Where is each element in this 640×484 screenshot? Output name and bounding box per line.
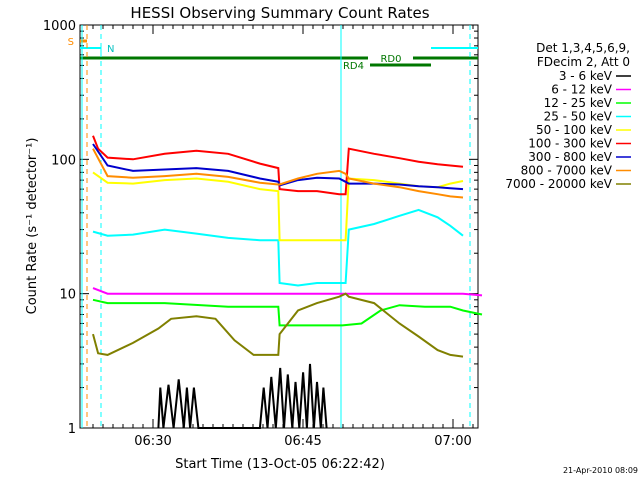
chart-ylabel: Count Rate (s⁻¹ detector⁻¹) — [25, 138, 40, 315]
legend-entry-2: 6 - 12 keV — [551, 83, 613, 97]
series-line-7 — [92, 143, 464, 191]
series-line-8 — [92, 148, 464, 199]
legend-header-line-1: Det 1,3,4,5,6,9, — [536, 41, 630, 55]
legend-entry-3: 12 - 25 keV — [544, 96, 613, 110]
rd0-label: RD0 — [380, 54, 401, 65]
attenuator-label: S — [68, 37, 74, 48]
legend-entry-5: 50 - 100 keV — [536, 123, 613, 137]
chart-title: HESSI Observing Summary Count Rates — [130, 4, 429, 22]
series-line-6 — [92, 135, 464, 196]
legend-entry-6: 100 - 300 keV — [528, 137, 612, 151]
y-tick-label: 100 — [51, 153, 76, 168]
legend-entry-4: 25 - 50 keV — [544, 110, 613, 124]
series-line-3 — [92, 298, 483, 327]
y-tick-label: 1 — [68, 422, 76, 437]
rd0-label-bg — [368, 51, 413, 64]
y-tick-label: 1000 — [43, 19, 76, 34]
legend-entry-9: 7000 - 20000 keV — [505, 177, 612, 191]
y-tick-label: 10 — [59, 288, 76, 303]
x-tick-label: 06:30 — [134, 434, 171, 449]
plot-layer: 1 10 100 1000 06:30 06:45 07:00 S N RD0 RD4 3 - 6 k… — [43, 19, 631, 449]
plot-frame — [79, 24, 479, 429]
rd4-label: RD4 — [343, 61, 364, 72]
timestamp: 21-Apr-2010 08:09 — [563, 466, 638, 475]
legend-entry-8: 800 - 7000 keV — [521, 164, 613, 178]
chart-xlabel: Start Time (13-Oct-05 06:22:42) — [175, 457, 385, 472]
series-line-9 — [92, 292, 464, 358]
x-tick-label: 07:00 — [434, 434, 471, 449]
legend-entry-1: 3 - 6 keV — [559, 69, 613, 83]
x-tick-label: 06:45 — [284, 434, 321, 449]
legend-header-line-2: FDecim 2, Att 0 — [537, 55, 630, 69]
series-line-4 — [92, 208, 464, 287]
series-line-1 — [157, 363, 328, 429]
night-label: N — [107, 44, 114, 55]
series-line-2 — [92, 287, 483, 297]
legend-entry-7: 300 - 800 keV — [528, 150, 612, 164]
